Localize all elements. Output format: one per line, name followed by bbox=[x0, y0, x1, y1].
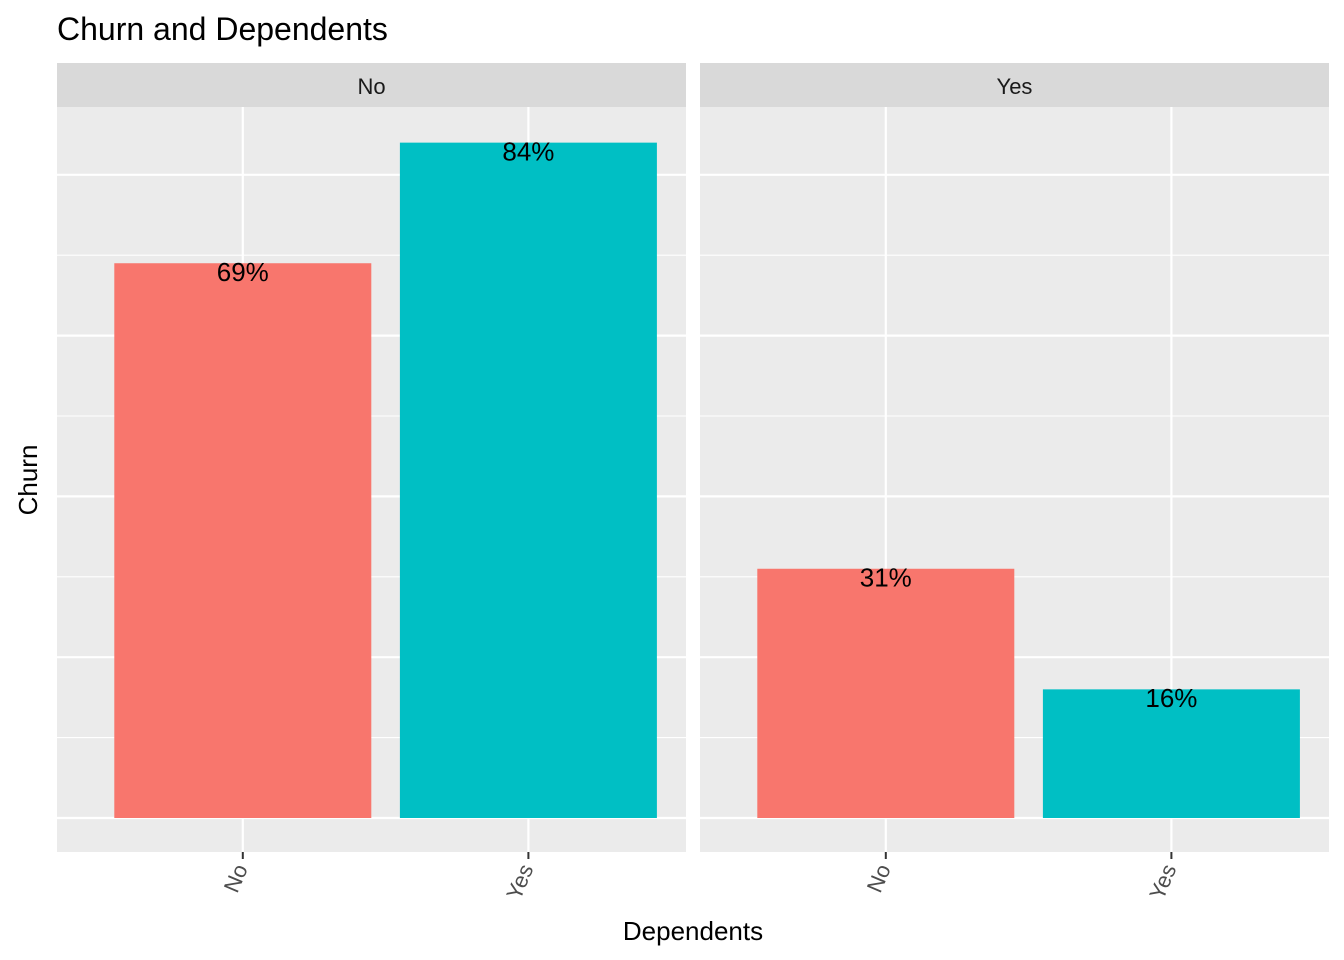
data-label: 84% bbox=[502, 137, 554, 167]
data-label: 31% bbox=[860, 563, 912, 593]
panel-no: No 69% No 84% Yes bbox=[57, 63, 686, 903]
x-tick-label: No bbox=[219, 860, 253, 896]
facet-strip-label: No bbox=[357, 74, 385, 99]
facet-strip bbox=[57, 63, 686, 107]
bar-yes bbox=[399, 142, 657, 818]
facet-strip-label: Yes bbox=[997, 74, 1033, 99]
x-tick-label: No bbox=[862, 860, 896, 896]
panels: No 69% No 84% Yes Yes 31% No 16% Yes bbox=[57, 63, 1329, 903]
y-axis-label: Churn bbox=[13, 445, 43, 516]
data-label: 69% bbox=[217, 257, 269, 287]
bar-no bbox=[757, 568, 1015, 818]
x-tick-label: Yes bbox=[1144, 860, 1181, 903]
x-tick-label: Yes bbox=[501, 860, 538, 903]
bar-yes bbox=[1042, 689, 1300, 818]
facet-strip bbox=[700, 63, 1329, 107]
bar-no bbox=[114, 263, 372, 818]
data-label: 16% bbox=[1145, 683, 1197, 713]
x-axis-label: Dependents bbox=[623, 916, 763, 946]
chart-title: Churn and Dependents bbox=[57, 11, 388, 47]
panel-yes: Yes 31% No 16% Yes bbox=[700, 63, 1329, 903]
